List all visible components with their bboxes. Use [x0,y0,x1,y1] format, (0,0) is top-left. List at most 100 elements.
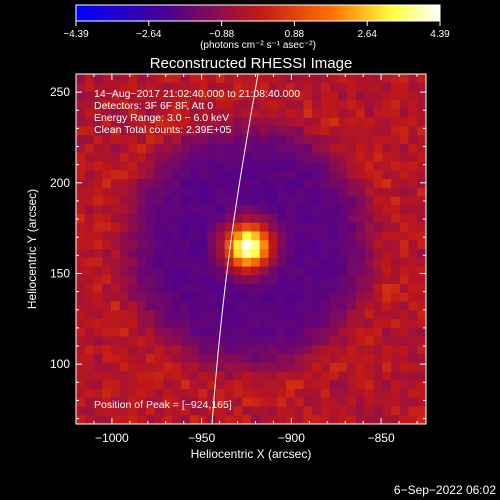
heatmap-cell [76,109,86,119]
heatmap-cell [373,240,383,250]
heatmap-cell [76,82,86,93]
heatmap-cell [356,275,366,285]
heatmap-cell [364,222,375,233]
heatmap-cell [382,336,392,346]
heatmap-cell [207,257,217,268]
heatmap-cell [233,380,243,390]
heatmap-cell [303,362,313,373]
heatmap-cell [111,82,121,93]
heatmap-cell [347,389,357,399]
heatmap-cell [216,117,226,128]
heatmap-cell [102,161,112,171]
heatmap-cell [233,336,243,346]
heatmap-cell [224,284,235,294]
heatmap-cell [399,345,410,355]
heatmap-cell [329,222,340,233]
heatmap-cell [399,275,410,285]
heatmap-cell [338,91,348,101]
heatmap-cell [189,354,200,364]
heatmap-cell [251,327,261,338]
heatmap-cell [259,292,270,303]
heatmap-cell [347,301,357,311]
heatmap-cell [128,205,138,215]
heatmap-cell [268,161,278,171]
heatmap-cell [146,319,156,329]
heatmap-cell [172,214,182,224]
heatmap-cell [146,222,156,233]
heatmap-cell [347,91,357,101]
heatmap-cell [119,249,130,259]
heatmap-cell [408,205,418,215]
heatmap-cell [76,74,86,84]
heatmap-cell [382,406,392,416]
heatmap-cell [93,284,103,294]
heatmap-cell [207,345,217,355]
heatmap-cell [356,126,366,136]
heatmap-cell [338,327,348,338]
heatmap-cell [303,389,313,399]
heatmap-cell [408,109,418,119]
heatmap-cell [189,371,200,381]
heatmap-cell [137,135,147,145]
heatmap-cell [312,126,322,136]
heatmap-cell [137,170,147,180]
heatmap-cell [251,152,261,163]
heatmap-cell [146,144,156,154]
heatmap-cell [181,380,191,390]
heatmap-cell [224,240,235,250]
heatmap-cell [119,354,130,364]
heatmap-cell [102,231,112,241]
heatmap-cell [382,91,392,101]
heatmap-cell [128,126,138,136]
heatmap-cell [216,354,226,364]
heatmap-cell [198,354,208,364]
heatmap-cell [233,109,243,119]
heatmap-cell [356,257,366,268]
heatmap-cell [198,91,208,101]
heatmap-cell [391,257,401,268]
heatmap-cell [146,82,156,93]
heatmap-cell [216,249,226,259]
heatmap-cell [347,319,357,329]
heatmap-cell [268,292,278,303]
heatmap-cell [399,135,410,145]
heatmap-cell [146,301,156,311]
heatmap-cell [119,275,130,285]
heatmap-cell [277,301,287,311]
heatmap-cell [119,222,130,233]
heatmap-cell [321,82,331,93]
heatmap-cell [277,240,287,250]
heatmap-cell [329,389,340,399]
heatmap-cell [172,406,182,416]
heatmap-cell [391,397,401,408]
heatmap-cell [216,362,226,373]
heatmap-cell [181,336,191,346]
heatmap-cell [382,415,392,424]
heatmap-cell [417,187,426,198]
heatmap-cell [198,415,208,424]
heatmap-cell [163,249,173,259]
heatmap-cell [391,109,401,119]
heatmap-cell [128,327,138,338]
heatmap-cell [242,319,252,329]
heatmap-cell [391,292,401,303]
heatmap-cell [321,397,331,408]
heatmap-cell [303,345,313,355]
x-axis-label: Heliocentric X (arcsec) [191,447,312,461]
heatmap-cell [303,415,313,424]
heatmap-cell [338,144,348,154]
heatmap-cell [294,126,305,136]
heatmap-cell [181,117,191,128]
heatmap-cell [417,389,426,399]
heatmap-cell [102,371,112,381]
heatmap-cell [321,371,331,381]
heatmap-cell [102,389,112,399]
heatmap-cell [146,292,156,303]
heatmap-cell [329,170,340,180]
heatmap-cell [137,100,147,110]
heatmap-cell [93,362,103,373]
heatmap-cell [277,231,287,241]
heatmap-cell [111,362,121,373]
heatmap-cell [181,231,191,241]
heatmap-cell [364,301,375,311]
